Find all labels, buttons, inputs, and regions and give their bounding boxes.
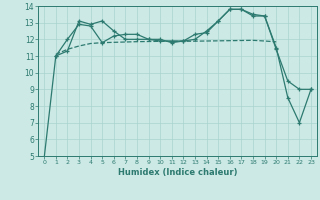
X-axis label: Humidex (Indice chaleur): Humidex (Indice chaleur) bbox=[118, 168, 237, 177]
